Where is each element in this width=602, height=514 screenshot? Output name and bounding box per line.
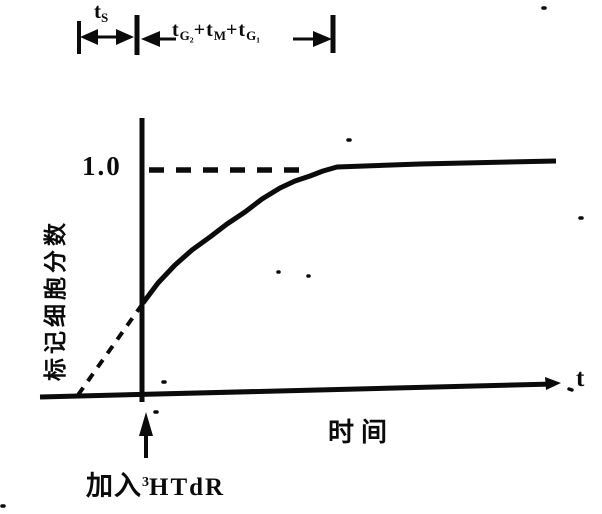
add-htdr-label: 加入3HTdR <box>86 471 226 501</box>
ts-arrow-left-icon <box>80 29 98 45</box>
g2mg1-t1: t <box>172 19 180 41</box>
ts-arrow-right-icon <box>116 29 134 45</box>
g2mg1-t3: +t <box>226 19 247 41</box>
x-axis-arrow-icon <box>545 377 561 390</box>
ts-sub: S <box>101 10 109 25</box>
g2mg1-t2: +t <box>193 19 214 41</box>
g2mg1-s3: G₁ <box>246 28 261 43</box>
ts-interval-label: tS <box>94 0 109 25</box>
g2mg1-s1: G₂ <box>179 28 194 43</box>
extrapolation-dashed-line <box>76 304 143 397</box>
scan-noise-specks <box>0 6 584 508</box>
x-axis-title: 时间 <box>328 417 395 447</box>
isotope-superscript: 3 <box>142 475 149 490</box>
y-tick-label-1p0: 1.0 <box>82 151 122 181</box>
x-axis-symbol-label: t <box>576 365 585 392</box>
y-axis-title: 标记细胞分数 <box>42 219 68 381</box>
g2mg1-arrow-left-icon <box>141 31 160 47</box>
htdr-agent-text: HTdR <box>149 474 226 501</box>
g2mg1-interval-label: tG₂+tM+tG₁ <box>172 20 260 42</box>
g2mg1-arrow-right-icon <box>313 31 332 47</box>
fraction-curve-line <box>141 158 557 305</box>
htdr-arrow-head-icon <box>139 412 153 436</box>
add-htdr-prefix: 加入 <box>86 471 142 501</box>
ts-base: t <box>94 0 101 23</box>
g2mg1-s2: M <box>213 28 227 43</box>
x-axis-line <box>39 381 555 400</box>
